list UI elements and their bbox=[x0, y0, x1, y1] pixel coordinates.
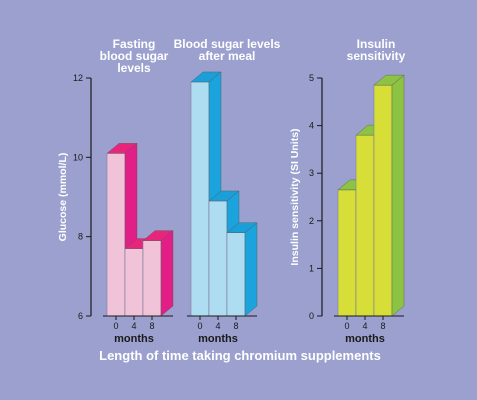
y-tick-label: 8 bbox=[78, 232, 83, 242]
insulin-chart: 0 1 2 3 4 5 Insulin sensitivity (SI Units) 0 4 8 m… bbox=[289, 73, 405, 345]
y-tick-label: 2 bbox=[309, 216, 314, 226]
group-title-line: levels bbox=[117, 61, 151, 75]
bar-front bbox=[373, 84, 393, 317]
x-tick-label: 0 bbox=[197, 321, 202, 331]
bar-side bbox=[244, 222, 258, 317]
group-title-line: Insulin bbox=[357, 37, 396, 51]
bar-front bbox=[208, 200, 228, 317]
x-tick-label: 8 bbox=[233, 321, 238, 331]
x-tick-label: 4 bbox=[131, 321, 136, 331]
bar-front bbox=[226, 232, 246, 317]
y-tick-label: 12 bbox=[73, 73, 83, 83]
bar-front bbox=[106, 153, 126, 317]
y-tick-label: 0 bbox=[309, 311, 314, 321]
y-tick-label: 3 bbox=[309, 168, 314, 178]
x-axis-months-label: months bbox=[114, 333, 154, 345]
group-title-line: Blood sugar levels bbox=[174, 37, 281, 51]
y-tick-label: 1 bbox=[309, 263, 314, 273]
y-tick-label: 4 bbox=[309, 121, 314, 131]
x-axis-label: Length of time taking chromium supplemen… bbox=[99, 348, 381, 363]
group-title-line: blood sugar bbox=[100, 49, 169, 63]
x-axis-months-label: months bbox=[345, 333, 385, 345]
x-tick-label: 4 bbox=[362, 321, 367, 331]
y-tick-label: 6 bbox=[78, 311, 83, 321]
bar-front bbox=[337, 189, 357, 317]
bar-front bbox=[355, 134, 375, 317]
x-tick-label: 4 bbox=[215, 321, 220, 331]
group-title-line: after meal bbox=[199, 49, 256, 63]
bar bbox=[226, 222, 258, 317]
x-tick-label: 8 bbox=[149, 321, 154, 331]
bar-side bbox=[391, 74, 405, 317]
bar bbox=[142, 230, 174, 317]
bar-side bbox=[160, 230, 174, 317]
bar bbox=[373, 74, 405, 317]
y-tick-label: 5 bbox=[309, 73, 314, 83]
x-tick-label: 0 bbox=[344, 321, 349, 331]
bar-front bbox=[124, 248, 144, 317]
bar-front bbox=[142, 240, 162, 317]
y-axis-label: Insulin sensitivity (SI Units) bbox=[289, 128, 301, 265]
group-title-line: Fasting bbox=[113, 37, 156, 51]
x-tick-label: 0 bbox=[113, 321, 118, 331]
x-axis-months-label: months bbox=[198, 333, 238, 345]
y-tick-label: 10 bbox=[73, 152, 83, 162]
bar-front bbox=[190, 81, 210, 317]
y-axis-label: Glucose (mmol/L) bbox=[57, 153, 69, 242]
glucose-chart: 6 8 10 12 Glucose (mmol/L) 0 4 8 months 0 4 8 months bbox=[57, 71, 258, 345]
group-title-line: sensitivity bbox=[347, 49, 406, 63]
x-tick-label: 8 bbox=[380, 321, 385, 331]
